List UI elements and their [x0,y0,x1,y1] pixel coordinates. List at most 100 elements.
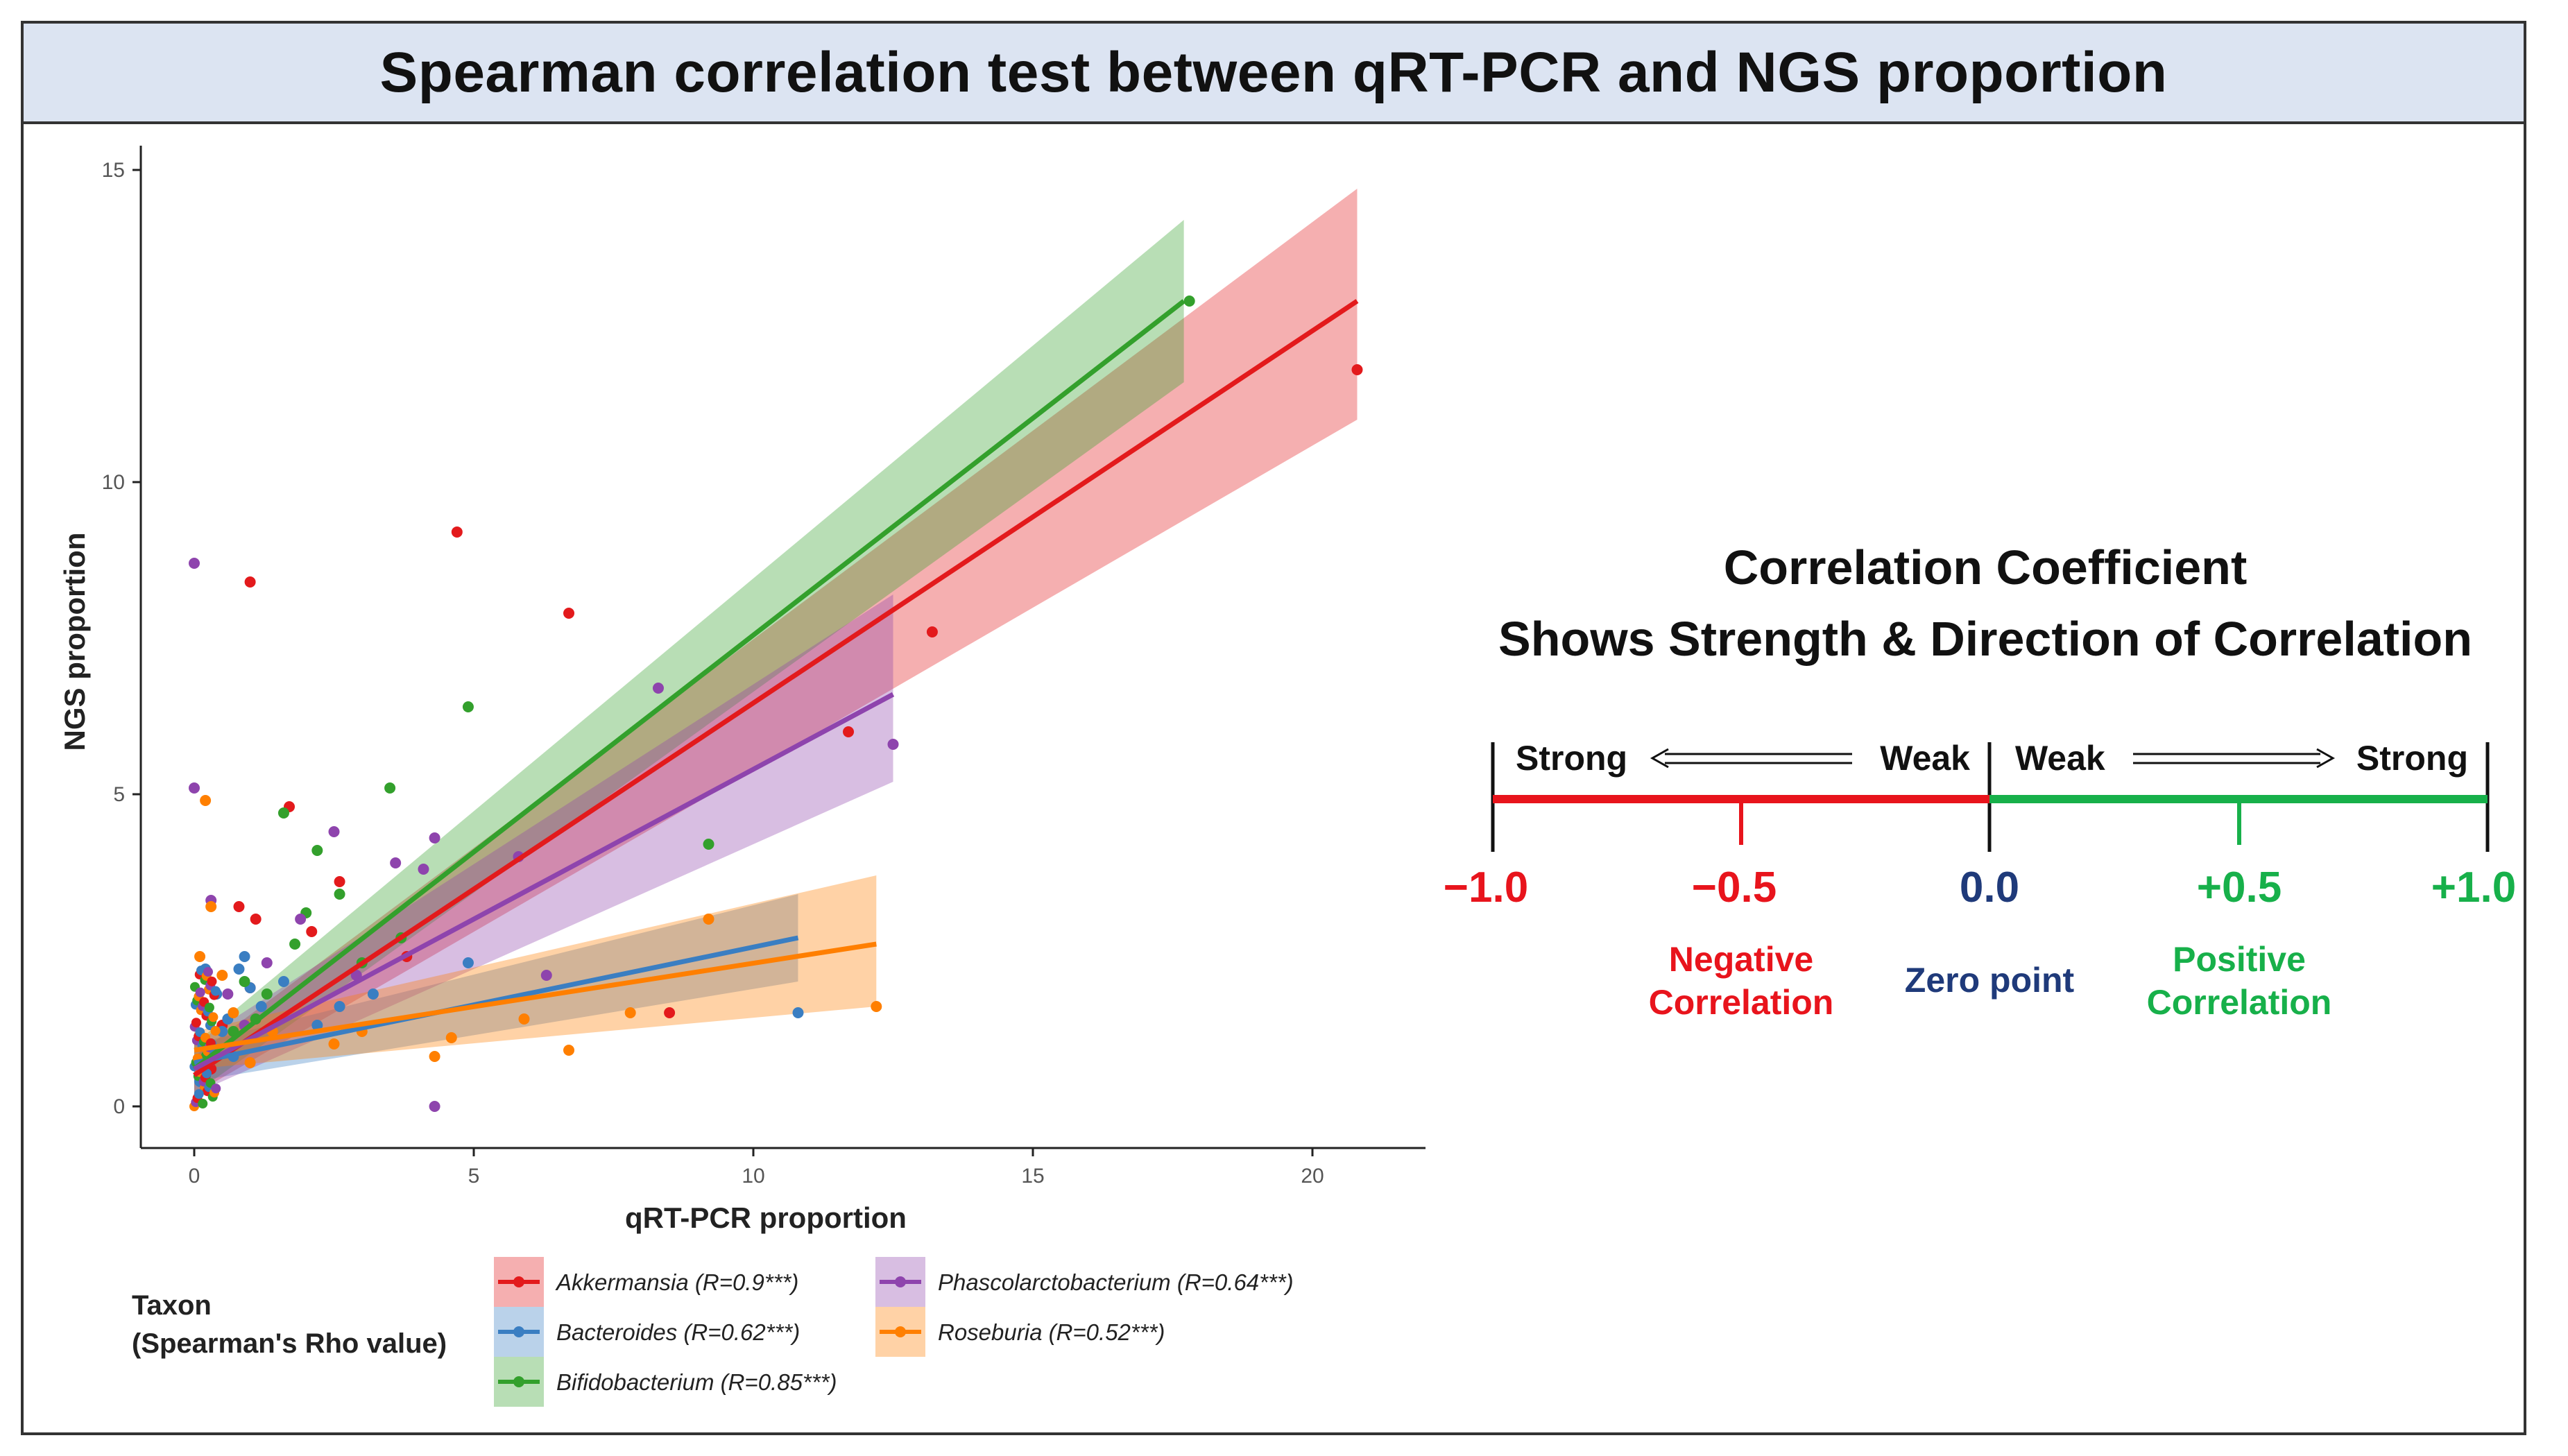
data-point-roseburia [518,1013,530,1025]
legend-label-bifidobacterium: Bifidobacterium (R=0.85***) [556,1369,837,1395]
data-point-bifidobacterium [261,988,273,1000]
data-point-roseburia [216,970,228,981]
legend-title-line1: Taxon [132,1290,212,1321]
data-point-phascolarctobacterium [195,987,205,997]
x-axis-label: qRT-PCR proportion [625,1201,907,1234]
data-point-roseburia [429,1051,440,1062]
title-bar: Spearman correlation test between qRT-PC… [24,24,2524,124]
fit-line-bifidobacterium [192,299,1185,1071]
data-point-bacteroides [210,986,221,996]
coefficient-tick-3: +0.5 [2197,864,2282,911]
legend-dot-roseburia [895,1326,906,1337]
data-point-bifidobacterium [239,976,250,987]
right-strong-label: Strong [2356,739,2468,778]
data-point-roseburia [445,1032,457,1043]
y-tick-label: 15 [102,159,125,182]
data-point-bifidobacterium [277,807,289,819]
coefficient-heading-line1: Correlation Coefficient [1724,540,2248,594]
fit-line-bacteroides [194,935,799,1065]
figure-title: Spearman correlation test between qRT-PC… [379,40,2168,104]
data-point-phascolarctobacterium [211,1084,221,1094]
data-point-akkermansia [244,576,256,588]
data-point-akkermansia [451,526,463,538]
data-point-akkermansia [233,901,245,912]
data-point-bacteroides [311,1020,323,1031]
coefficient-heading-line2: Shows Strength & Direction of Correlatio… [1498,612,2472,666]
data-point-phascolarctobacterium [887,739,899,750]
data-point-bacteroides [792,1007,804,1018]
legend-label-phascolarctobacterium: Phascolarctobacterium (R=0.64***) [938,1269,1294,1295]
data-point-roseburia [624,1007,636,1018]
data-point-phascolarctobacterium [222,988,234,1000]
y-axis-label: NGS proportion [58,533,91,751]
data-point-phascolarctobacterium [189,782,200,794]
coefficient-tick-4: +1.0 [2431,864,2516,911]
fit-line-roseburia [194,941,877,1053]
data-point-bacteroides [334,1001,345,1012]
legend: Taxon (Spearman's Rho value) Akkermansia… [132,1257,1294,1407]
left-strong-label: Strong [1516,739,1627,778]
data-point-roseburia [205,901,217,912]
data-point-roseburia [228,1007,239,1018]
data-point-bifidobacterium [1183,296,1195,307]
data-point-roseburia [200,795,212,806]
positive-correlation-line2: Correlation [2147,983,2332,1022]
legend-title-line2: (Spearman's Rho value) [132,1328,447,1359]
data-point-bacteroides [194,1089,204,1099]
data-point-bacteroides [233,963,245,975]
axes [139,146,1426,1149]
data-point-bacteroides [277,976,289,987]
coefficient-tick-labels: −1.0 −0.5 0.0 +0.5 +1.0 [1444,864,2516,911]
legend-dot-bacteroides [513,1326,524,1337]
negative-correlation-line1: Negative [1669,940,1813,979]
x-tick-label: 5 [468,1165,480,1188]
data-point-roseburia [244,1057,256,1068]
data-point-akkermansia [926,626,938,637]
data-point-roseburia [208,1012,219,1022]
coefficient-tick-1: −0.5 [1692,864,1777,911]
data-point-roseburia [194,951,206,962]
coefficient-tick-2: 0.0 [1960,864,2019,911]
data-point-roseburia [328,1038,340,1050]
fit-lines [192,299,1359,1077]
data-point-bifidobacterium [311,845,323,856]
data-point-phascolarctobacterium [418,864,429,875]
data-point-akkermansia [207,976,217,986]
data-point-phascolarctobacterium [429,832,440,843]
low-value-cluster [189,965,221,1111]
data-point-akkermansia [250,914,262,925]
positive-correlation-line1: Positive [2173,940,2306,979]
y-tick-label: 10 [102,471,125,494]
data-point-roseburia [563,1045,575,1056]
data-point-roseburia [210,1026,221,1036]
data-point-akkermansia [843,726,855,737]
legend-dot-akkermansia [513,1276,524,1287]
fit-line-phascolarctobacterium [193,692,895,1072]
data-point-phascolarctobacterium [390,857,402,868]
data-point-bifidobacterium [462,701,474,712]
data-point-bifidobacterium [289,939,301,950]
data-point-phascolarctobacterium [652,683,664,694]
legend-dot-phascolarctobacterium [895,1276,906,1287]
negative-correlation-line2: Correlation [1649,983,1834,1022]
data-point-phascolarctobacterium [429,1101,440,1112]
data-point-bifidobacterium [204,1002,214,1013]
data-point-akkermansia [664,1007,676,1018]
data-point-bacteroides [255,1001,267,1012]
data-point-roseburia [871,1001,882,1012]
right-arrow-icon [2133,748,2336,769]
data-point-bifidobacterium [384,782,396,794]
x-tick-label: 10 [742,1165,764,1188]
axis-ticks: 0 5 10 15 20 0 5 10 15 [102,159,1324,1188]
x-tick-label: 15 [1021,1165,1044,1188]
confidence-band-bacteroides [194,894,798,1081]
legend-label-bacteroides: Bacteroides (R=0.62***) [556,1319,800,1345]
left-arrow-icon [1650,748,1852,769]
data-point-akkermansia [334,876,345,887]
data-point-bacteroides [367,988,379,1000]
x-tick-label: 20 [1301,1165,1324,1188]
data-point-bacteroides [462,957,474,968]
legend-label-roseburia: Roseburia (R=0.52***) [938,1319,1165,1345]
data-point-phascolarctobacterium [189,558,200,569]
data-point-akkermansia [191,1018,201,1028]
